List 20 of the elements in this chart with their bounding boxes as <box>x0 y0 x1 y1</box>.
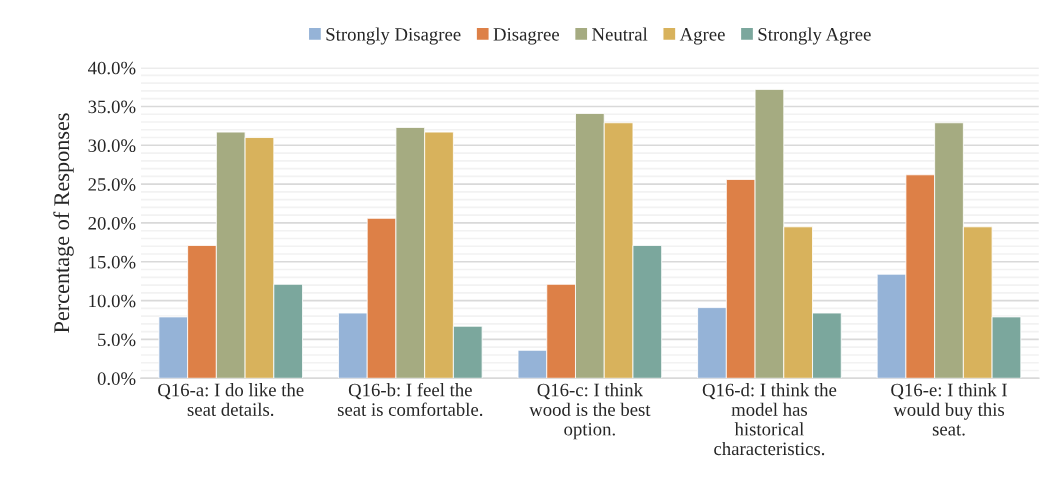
y-tick-label: 20.0% <box>88 216 136 230</box>
x-tick-label: Q16-e: I think I would buy this seat. <box>891 383 1007 436</box>
x-tick-label: Q16-c: I think wood is the best option. <box>529 383 651 440</box>
legend-label: Agree <box>679 28 725 45</box>
y-tick-label: 30.0% <box>88 139 136 153</box>
y-tick-label: 0.0% <box>97 372 136 386</box>
y-tick-label: 10.0% <box>89 294 136 308</box>
y-tick-label: 5.0% <box>98 333 136 347</box>
y-axis-title: Percentage of Responses <box>53 113 74 333</box>
x-tick-label: Q16-a: I do like the seat details. <box>158 383 304 416</box>
y-tick-label: 35.0% <box>88 100 136 114</box>
y-tick-label: 40.0% <box>88 61 136 75</box>
x-tick-label: Q16-b: I feel the seat is comfortable. <box>337 382 483 416</box>
legend-label: Disagree <box>493 28 559 45</box>
legend-label: Strongly Agree <box>758 27 871 45</box>
legend-label: Neutral <box>592 27 648 41</box>
legend-label: Strongly Disagree <box>326 27 461 45</box>
y-tick-label: 15.0% <box>89 255 136 269</box>
y-tick-label: 25.0% <box>88 178 136 191</box>
x-tick-label: Q16-d: I think the model has historical characteristics. <box>702 383 837 456</box>
